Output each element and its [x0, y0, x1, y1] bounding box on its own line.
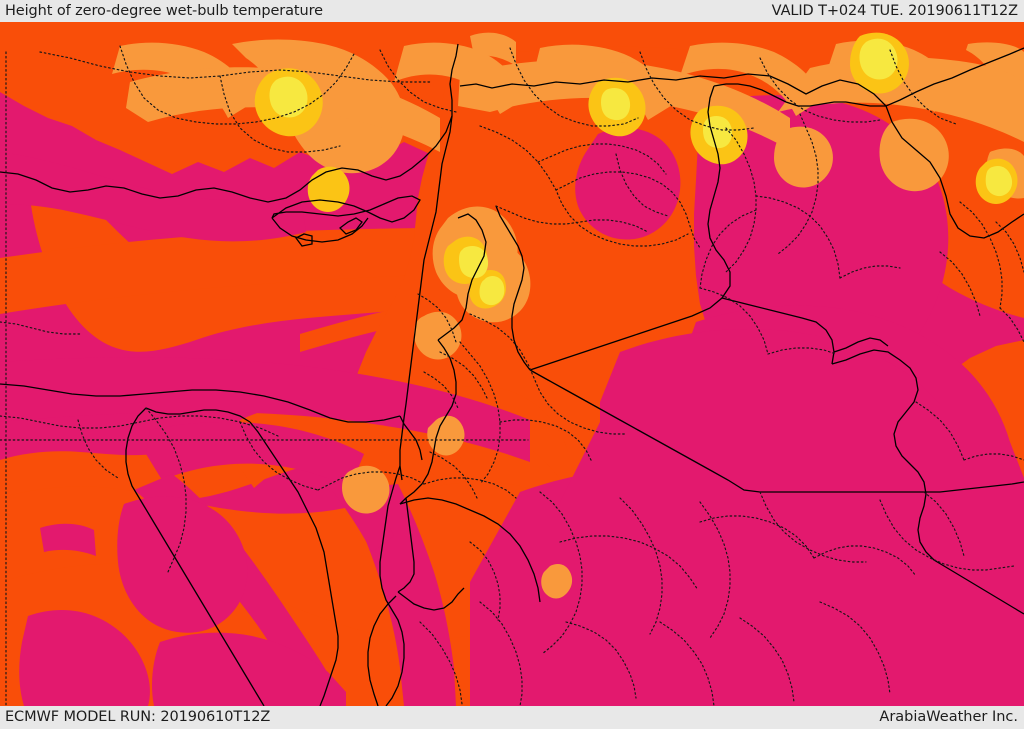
forecast-map[interactable]: [0, 22, 1024, 706]
admin-borders: [0, 45, 1024, 706]
page-title: Height of zero-degree wet-bulb temperatu…: [5, 3, 323, 19]
band-magenta-overlay: [0, 95, 1024, 706]
model-run-label: ECMWF MODEL RUN: 20190610T12Z: [5, 709, 271, 725]
band-yellow-group: [269, 38, 1013, 306]
map-raster: [0, 22, 1024, 706]
country-borders: [0, 43, 1024, 706]
valid-time-label: VALID T+024 TUE. 20190611T12Z: [771, 3, 1018, 19]
header-bar: Height of zero-degree wet-bulb temperatu…: [0, 0, 1024, 22]
footer-bar: ECMWF MODEL RUN: 20190610T12Z ArabiaWeat…: [0, 706, 1024, 729]
provider-label: ArabiaWeather Inc.: [879, 709, 1018, 725]
